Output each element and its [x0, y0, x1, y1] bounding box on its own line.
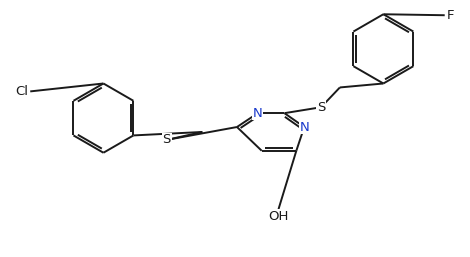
Text: N: N	[299, 121, 309, 134]
Text: N: N	[253, 107, 263, 120]
Text: S: S	[163, 133, 171, 146]
Text: OH: OH	[268, 210, 289, 223]
Text: S: S	[317, 101, 325, 114]
Text: F: F	[446, 9, 454, 22]
Text: Cl: Cl	[15, 85, 28, 98]
